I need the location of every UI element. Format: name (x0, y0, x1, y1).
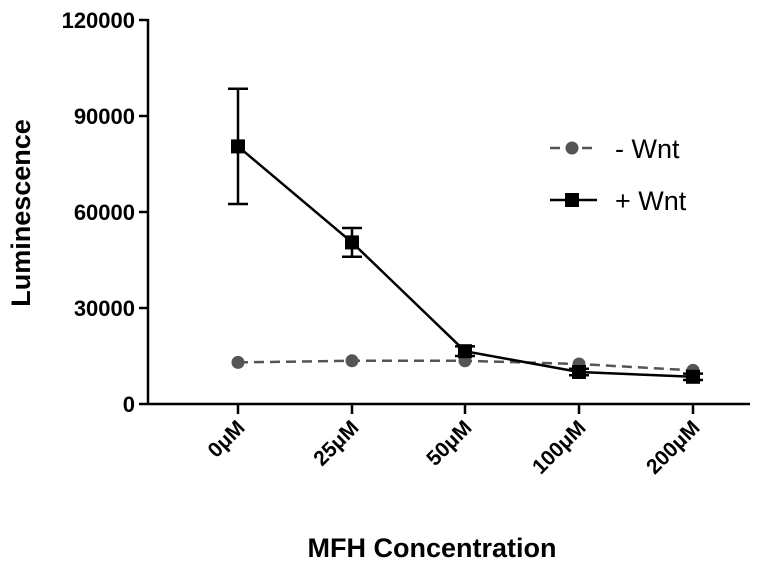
data-point (231, 355, 245, 369)
x-tick-label: 100μM (528, 416, 591, 479)
series-line (237, 145, 694, 379)
legend-label: + Wnt (615, 186, 687, 216)
legend: - Wnt + Wnt (550, 134, 687, 216)
data-point (686, 369, 700, 384)
data-point (345, 354, 359, 368)
legend-item: - Wnt (550, 134, 680, 164)
legend-item: + Wnt (550, 186, 687, 216)
y-tick-label: 0 (123, 392, 135, 417)
data-point (345, 235, 359, 250)
x-tick-label: 0μM (204, 416, 250, 462)
x-axis-label: MFH Concentration (308, 533, 557, 563)
x-tick-label: 25μM (309, 416, 363, 470)
data-point (572, 365, 586, 379)
legend-marker (565, 193, 579, 207)
x-ticks: 0μM 25μM 50μM 100μM 200μM (204, 404, 705, 479)
legend-label: - Wnt (615, 134, 680, 164)
data-point (458, 344, 472, 359)
y-tick-label: 120000 (62, 8, 135, 33)
y-tick-label: 30000 (74, 296, 135, 321)
legend-marker (565, 141, 579, 155)
y-tick-label: 90000 (74, 104, 135, 129)
y-ticks: 0 30000 60000 90000 120000 (62, 8, 148, 417)
series-layer (228, 87, 703, 384)
data-point (231, 139, 245, 154)
x-tick-label: 200μM (642, 416, 705, 479)
y-axis-label: Luminescence (6, 119, 36, 307)
x-tick-label: 50μM (422, 416, 476, 470)
series-plus-wnt (228, 87, 703, 384)
y-tick-label: 60000 (74, 200, 135, 225)
